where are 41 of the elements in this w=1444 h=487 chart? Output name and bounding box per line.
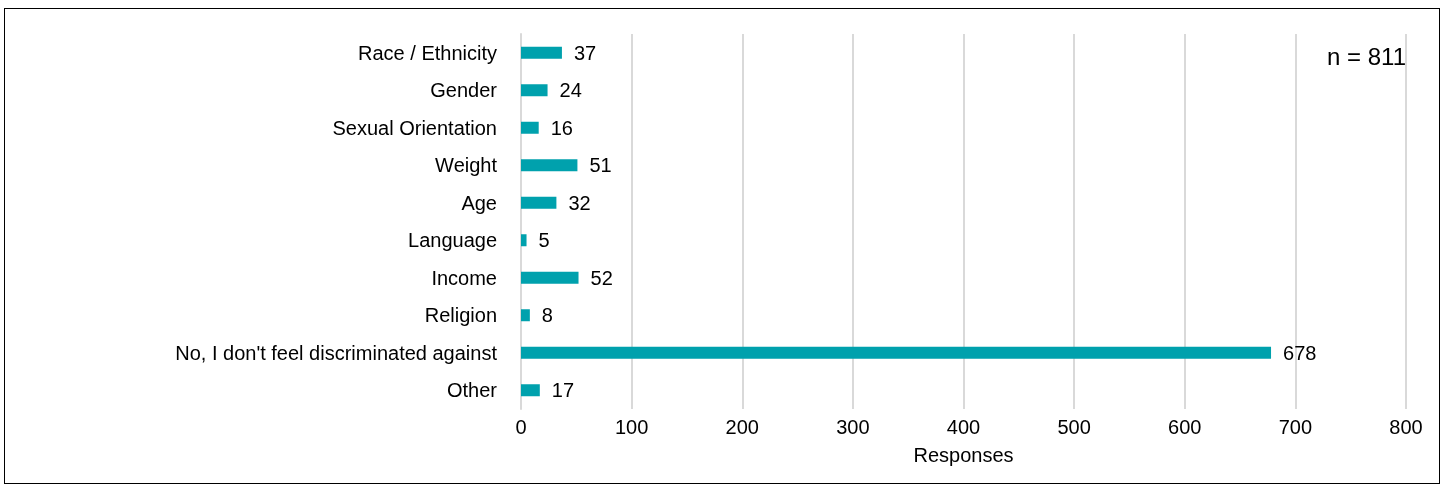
bar — [521, 196, 557, 209]
bar — [521, 159, 578, 172]
x-tick-label: 600 — [1168, 416, 1202, 438]
data-label: 52 — [590, 266, 613, 289]
data-label: 678 — [1283, 341, 1317, 364]
x-tick-label: 0 — [515, 416, 527, 438]
data-label: 8 — [541, 304, 553, 327]
data-label: 24 — [559, 79, 582, 102]
x-tick-label: 500 — [1057, 416, 1091, 438]
bar — [521, 346, 1272, 359]
y-tick-label: Income — [431, 266, 497, 289]
bar — [521, 309, 530, 322]
bar — [521, 84, 548, 97]
bar — [521, 46, 562, 59]
bar — [521, 234, 527, 247]
x-tick-label: 800 — [1389, 416, 1423, 438]
y-tick-label: Language — [408, 229, 497, 252]
y-tick-label: Religion — [424, 304, 497, 327]
y-tick-label: No, I don't feel discriminated against — [175, 341, 498, 364]
data-label: 16 — [550, 116, 573, 139]
annotation: n = 811 — [1327, 42, 1407, 70]
y-tick-label: Sexual Orientation — [332, 116, 497, 139]
bar — [521, 271, 579, 284]
y-tick-label: Age — [461, 191, 497, 214]
bar — [521, 121, 539, 134]
y-tick-label: Gender — [430, 79, 498, 102]
x-tick-label: 400 — [946, 416, 981, 438]
data-label: 51 — [589, 154, 612, 177]
data-label: 5 — [538, 229, 550, 252]
x-tick-label: 300 — [836, 416, 870, 438]
x-tick-label: 200 — [725, 416, 759, 438]
data-label: 37 — [573, 41, 597, 64]
x-axis-title: Responses — [913, 444, 1014, 466]
data-label: 17 — [551, 379, 575, 402]
y-tick-label: Weight — [435, 154, 498, 177]
data-label: 32 — [568, 191, 591, 214]
x-tick-label: 700 — [1278, 416, 1313, 438]
y-tick-label: Other — [446, 379, 498, 402]
y-tick-label: Race / Ethnicity — [358, 41, 497, 64]
x-tick-label: 100 — [614, 416, 649, 438]
bar — [521, 384, 540, 397]
